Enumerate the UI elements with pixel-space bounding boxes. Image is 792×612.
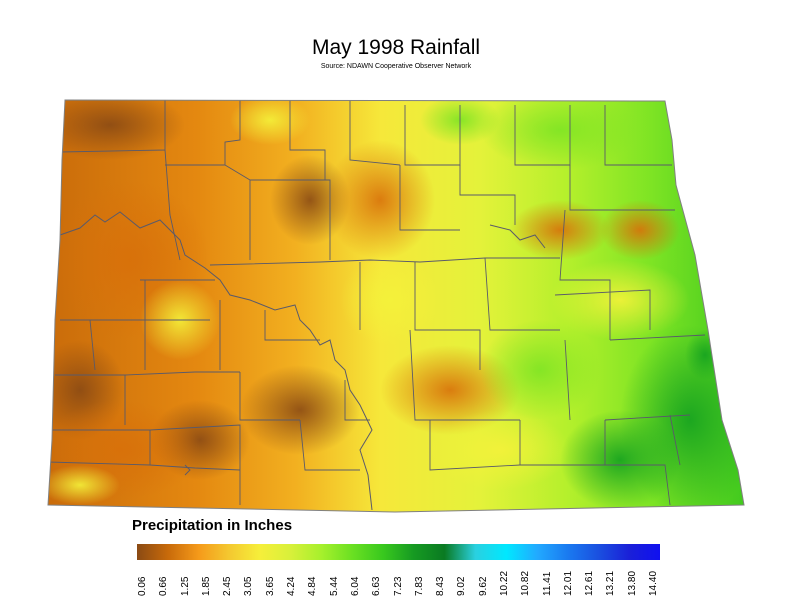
- legend-tick-text: 4.24: [286, 576, 298, 596]
- legend-tick-label: 7.23: [393, 564, 405, 604]
- legend-tick-text: 2.45: [222, 576, 234, 596]
- map-title: May 1998 Rainfall: [311, 36, 481, 59]
- legend-tick-label: 9.62: [478, 564, 490, 604]
- legend-tick-label: 7.83: [414, 564, 426, 604]
- legend-tick-text: 6.04: [349, 576, 361, 596]
- legend-tick-text: 3.05: [243, 576, 255, 596]
- legend-tick-label: 6.63: [371, 564, 383, 604]
- legend-tick-label: 4.24: [286, 564, 298, 604]
- legend-tick-label: 0.06: [137, 564, 149, 604]
- legend-tick-label: 8.43: [435, 564, 447, 604]
- legend-tick-text: 10.22: [498, 570, 510, 596]
- legend-tick-label: 4.84: [307, 564, 319, 604]
- legend-ticks: 0.06 0.66 1.25 1.85 2.45 3.05 3.65 4.24 4.84 5.44…: [137, 564, 660, 604]
- legend-tick-text: 7.83: [413, 576, 425, 596]
- legend-tick-text: 11.41: [541, 571, 553, 596]
- state-outline: [47, 99, 745, 513]
- legend-tick-text: 3.65: [264, 576, 276, 596]
- legend-tick-label: 14.40: [648, 564, 660, 604]
- legend-tick-text: 1.85: [200, 576, 212, 596]
- legend-gradient-rect: [137, 544, 660, 560]
- legend-tick-label: 0.66: [158, 564, 170, 604]
- state-fill: [48, 100, 744, 512]
- legend-tick-text: 7.23: [392, 576, 404, 596]
- legend-tick-text: 14.40: [648, 570, 659, 596]
- map-subtitle: Source: NDAWN Cooperative Observer Netwo…: [320, 63, 472, 70]
- legend-tick-text: 10.82: [520, 570, 532, 596]
- legend-tick-label: 9.02: [456, 564, 468, 604]
- legend-tick-label: 6.04: [350, 564, 362, 604]
- legend-color-bar: [137, 544, 660, 560]
- legend-tick-text: 1.25: [179, 576, 191, 596]
- county-lines: [48, 100, 706, 506]
- legend-tick-label: 1.85: [201, 564, 213, 604]
- legend-tick-label: 13.80: [627, 564, 639, 604]
- legend-tick-label: 12.01: [563, 564, 575, 604]
- legend-tick-text: 0.06: [137, 576, 148, 596]
- legend-tick-label: 1.25: [180, 564, 192, 604]
- legend-tick-text: 12.01: [562, 570, 574, 596]
- legend-tick-label: 3.05: [243, 564, 255, 604]
- legend-tick-label: 11.41: [542, 564, 554, 604]
- legend-tick-text: 0.66: [158, 576, 170, 596]
- legend-tick-label: 10.82: [520, 564, 532, 604]
- legend-tick-text: 4.84: [307, 576, 319, 596]
- legend-tick-label: 13.21: [605, 564, 617, 604]
- legend-tick-text: 12.61: [584, 570, 596, 596]
- legend-tick-text: 8.43: [435, 576, 447, 596]
- legend-tick-label: 10.22: [499, 564, 511, 604]
- legend-tick-text: 5.44: [328, 576, 340, 596]
- legend-tick-text: 6.63: [371, 576, 383, 596]
- legend-tick-text: 13.21: [605, 570, 617, 596]
- legend-tick-text: 9.02: [456, 576, 468, 596]
- legend-tick-text: 13.80: [626, 570, 638, 596]
- legend-tick-text: 9.62: [477, 576, 489, 596]
- missouri-river: [59, 211, 546, 511]
- legend-tick-label: 12.61: [584, 564, 596, 604]
- legend-tick-label: 3.65: [265, 564, 277, 604]
- legend-title: Precipitation in Inches: [132, 517, 293, 534]
- legend-tick-label: 5.44: [329, 564, 341, 604]
- legend-tick-label: 2.45: [222, 564, 234, 604]
